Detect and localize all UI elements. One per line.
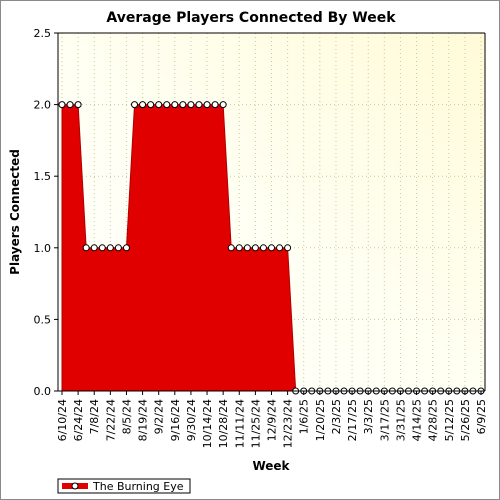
legend-label: The Burning Eye xyxy=(92,480,184,493)
x-tick-label: 2/3/25 xyxy=(330,399,343,434)
x-tick-labels: 6/10/24 6/24/24 7/8/24 7/22/24 8/5/24 8/19/24… xyxy=(56,391,488,448)
data-point xyxy=(187,101,195,109)
x-tick-label: 5/26/25 xyxy=(459,399,472,441)
data-point xyxy=(259,244,267,252)
x-tick-label: 12/23/24 xyxy=(282,399,295,448)
data-point xyxy=(211,101,219,109)
x-tick-label: 8/19/24 xyxy=(137,399,150,441)
x-tick-label: 8/5/24 xyxy=(120,399,133,434)
data-point xyxy=(251,244,259,252)
y-tick-label: 2.5 xyxy=(34,27,52,40)
data-point xyxy=(98,244,106,252)
data-point xyxy=(268,244,275,252)
x-tick-label: 2/17/25 xyxy=(346,399,359,441)
y-tick-label: 0.5 xyxy=(34,313,52,326)
legend: The Burning Eye xyxy=(57,478,191,494)
x-tick-label: 7/22/24 xyxy=(104,399,117,441)
data-point xyxy=(171,101,179,109)
x-tick-label: 5/12/25 xyxy=(443,399,456,441)
data-point xyxy=(114,244,122,252)
data-point xyxy=(122,244,130,252)
x-tick-label: 4/14/25 xyxy=(411,399,424,441)
y-tick-label: 0.0 xyxy=(34,385,52,398)
legend-marker xyxy=(71,482,79,490)
x-tick-label: 6/24/24 xyxy=(72,399,85,441)
x-tick-label: 6/10/24 xyxy=(56,399,69,441)
data-point xyxy=(179,101,187,109)
x-tick-label: 1/6/25 xyxy=(298,399,311,434)
data-point xyxy=(235,244,243,252)
data-point xyxy=(139,101,147,109)
x-tick-label: 3/31/25 xyxy=(394,399,407,441)
data-point xyxy=(131,101,139,109)
data-point xyxy=(276,244,284,252)
x-tick-label: 9/16/24 xyxy=(169,399,182,441)
y-tick-label: 1.5 xyxy=(34,170,52,183)
y-tick-labels: 0.0 0.5 1.0 1.5 2.0 2.5 xyxy=(34,27,58,398)
data-point xyxy=(163,101,171,109)
x-tick-label: 7/8/24 xyxy=(88,399,101,434)
y-tick-label: 1.0 xyxy=(34,242,52,255)
x-tick-label: 3/3/25 xyxy=(362,399,375,434)
x-tick-label: 11/11/24 xyxy=(233,399,246,448)
data-point xyxy=(147,101,155,109)
x-axis-title: Week xyxy=(252,459,290,473)
x-tick-label: 11/25/24 xyxy=(249,399,262,448)
x-tick-label: 1/20/25 xyxy=(314,399,327,441)
data-point xyxy=(284,244,292,252)
x-tick-label: 10/28/24 xyxy=(217,399,230,448)
data-point xyxy=(227,244,235,252)
x-tick-label: 6/9/25 xyxy=(475,399,488,434)
data-point xyxy=(203,101,211,109)
x-tick-label: 10/14/24 xyxy=(201,399,214,448)
data-point xyxy=(219,101,227,109)
data-point xyxy=(66,101,74,109)
y-axis-title: Players Connected xyxy=(8,149,22,275)
data-point xyxy=(74,101,82,109)
x-tick-label: 4/28/25 xyxy=(427,399,440,441)
x-tick-label: 9/30/24 xyxy=(185,399,198,441)
x-tick-label: 3/17/25 xyxy=(378,399,391,441)
y-tick-label: 2.0 xyxy=(34,99,52,112)
data-point xyxy=(155,101,163,109)
data-point xyxy=(82,244,90,252)
x-tick-label: 12/9/24 xyxy=(266,399,279,441)
data-point xyxy=(90,244,98,252)
data-point xyxy=(195,101,203,109)
data-point xyxy=(243,244,251,252)
data-point xyxy=(106,244,114,252)
legend-box xyxy=(57,478,191,494)
data-point xyxy=(58,101,66,109)
x-tick-label: 9/2/24 xyxy=(153,399,166,434)
chart-title: Average Players Connected By Week xyxy=(106,10,396,26)
